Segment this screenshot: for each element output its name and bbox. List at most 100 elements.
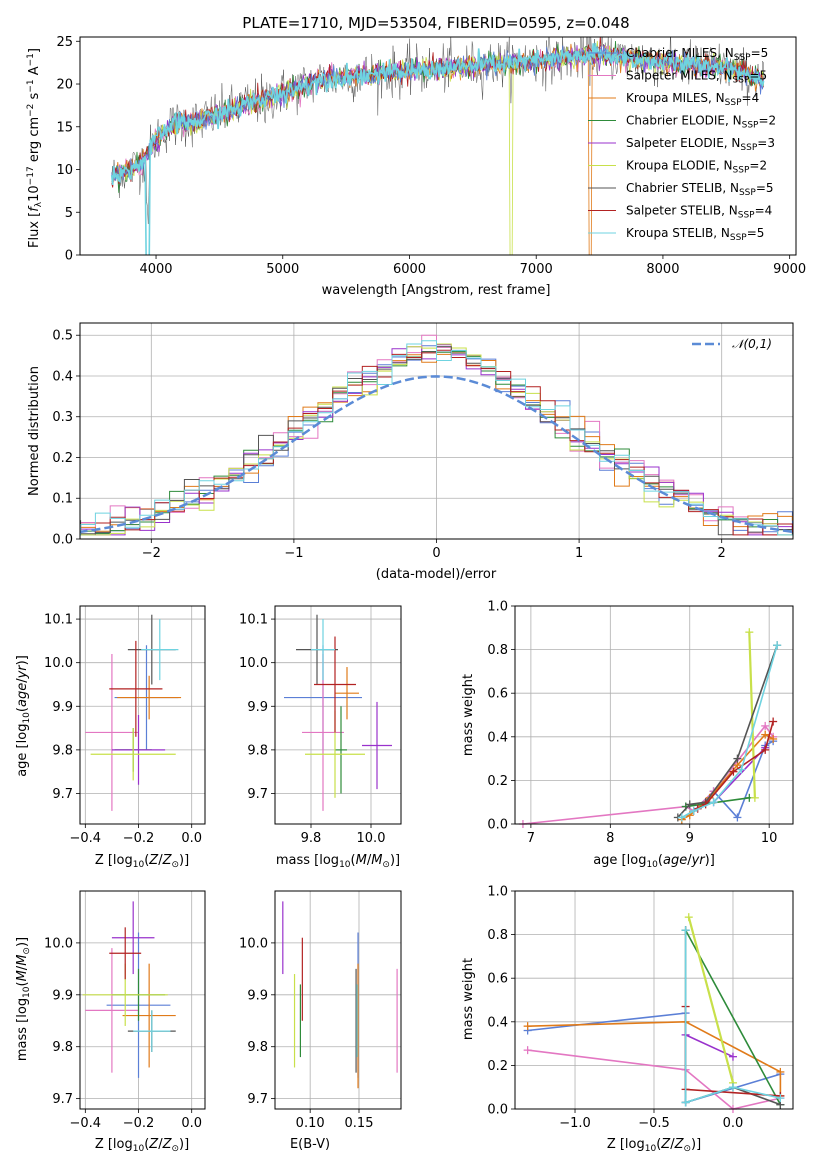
x-tick-label: 0.10 [296, 1116, 325, 1131]
x-tick-label: −0.4 [70, 831, 102, 846]
y-tick-label: 9.7 [52, 787, 73, 802]
ebv-xlabel: E(B-V) [290, 1137, 330, 1152]
x-tick-label: 1 [575, 546, 583, 561]
y-tick-label: 1.0 [487, 600, 508, 615]
mass-z-xlabel: Z [log10(Z/Z⊙)] [95, 1137, 189, 1154]
axes-frame [79, 36, 797, 256]
weight-line-1 [522, 724, 774, 825]
plot-area [110, 37, 765, 255]
weight-line-8 [684, 930, 781, 1104]
y-tick-label: 20 [56, 78, 73, 93]
x-tick-label: 0 [432, 546, 440, 561]
legend-rest: =5 [749, 69, 767, 83]
x-tick-label: 2 [718, 546, 726, 561]
legend-rest: =3 [757, 136, 775, 150]
residuals-ylabel: Normed distribution [27, 366, 42, 496]
y-tick-label: 9.9 [52, 700, 73, 715]
grid-lines [275, 606, 401, 824]
weight-line-8 [681, 644, 778, 819]
residuals-xlabel: (data-model)/error [376, 567, 497, 582]
x-tick-label: 10.0 [357, 831, 386, 846]
legend-rest: =2 [749, 159, 767, 173]
y-tick-label: 9.7 [247, 787, 268, 802]
y-tick-label: 9.8 [247, 1040, 268, 1055]
age-vs-z-panel: −0.4 −0.2 0.0 9.7 9.8 9.9 10.0 10.1 [44, 605, 206, 846]
legend-rest: =5 [756, 181, 774, 195]
axes-frame [274, 605, 402, 825]
x-tick-label: 4000 [139, 262, 172, 277]
legend-label: Salpeter STELIB, NSSP=4 [626, 204, 772, 221]
y-tick-label: 9.9 [52, 988, 73, 1003]
x-tick-label: −0.4 [70, 1116, 102, 1131]
axes-frame [79, 890, 206, 1110]
grid-lines [275, 891, 401, 1109]
x-tick-label: 9000 [773, 262, 806, 277]
y-tick-label: 0.2 [487, 1059, 508, 1074]
x-tick-label: −0.5 [638, 1116, 670, 1131]
plot-area [518, 628, 782, 828]
x-tick-label: 8000 [646, 262, 679, 277]
plot-area [523, 913, 785, 1113]
y-tick-label: 9.8 [52, 743, 73, 758]
y-tick-label: 0.1 [52, 492, 73, 507]
spectrum-ylabel-group: Flux [fλ10−17 erg cm−2 s−1 A−1] [26, 48, 44, 248]
x-tick-label: −0.2 [123, 831, 155, 846]
legend-rest: =5 [747, 226, 765, 240]
x-tick-label: 6000 [393, 262, 426, 277]
y-tick-label: 0.3 [52, 410, 73, 425]
x-tick-label: −2 [142, 546, 161, 561]
legend-sub: SSP [740, 143, 757, 153]
y-tick-label: 10.0 [44, 656, 73, 671]
mass-z-ylabel: mass [log10(M/M⊙)] [15, 937, 32, 1061]
legend-rest: =4 [755, 204, 773, 218]
y-tick-label: 9.7 [247, 1092, 268, 1107]
plot-area [80, 334, 793, 536]
plot-area [85, 614, 182, 811]
y-tick-label: 10.0 [44, 936, 73, 951]
w-z-ylabel: mass weight [461, 958, 476, 1040]
x-tick-label: 0.0 [723, 1116, 744, 1131]
grid-lines [515, 890, 793, 1110]
legend-sub: SSP [725, 98, 742, 108]
grid-lines [80, 891, 205, 1109]
y-tick-label: 10.1 [44, 613, 73, 628]
plot-area [82, 901, 176, 1078]
legend-label: Salpeter MILES, NSSP=5 [626, 69, 767, 86]
age-z-xlabel: Z [log10(Z/Z⊙)] [95, 853, 189, 870]
spectrum-lines [110, 37, 765, 255]
legend-sub: SSP [738, 211, 755, 221]
model-spectrum-8 [110, 42, 765, 255]
grid-lines [80, 606, 205, 824]
x-tick-label: 10 [761, 831, 778, 846]
weight-line-1 [527, 1049, 781, 1110]
legend-sub: SSP [733, 76, 750, 86]
x-tick-label: 9.8 [301, 831, 322, 846]
legend-sub: SSP [730, 233, 747, 243]
mass-vs-ebv-panel: 0.10 0.15 9.7 9.8 9.9 10.0 [239, 890, 402, 1131]
y-tick-label: 9.9 [247, 988, 268, 1003]
weight-line-5 [687, 916, 735, 1084]
y-tick-label: 0.8 [487, 643, 508, 658]
legend-rest: =4 [742, 91, 760, 105]
plot-area [284, 614, 392, 811]
y-tick-label: 0.4 [487, 730, 508, 745]
plot-area [282, 901, 398, 1089]
y-tick-label: 0.2 [487, 774, 508, 789]
y-tick-label: 0.0 [52, 533, 73, 548]
y-tick-label: 9.8 [247, 743, 268, 758]
y-tick-label: 15 [56, 120, 73, 135]
y-tick-label: 0 [65, 249, 73, 264]
age-z-ylabel: age [log10(age/yr)] [15, 655, 32, 777]
legend-sub: SSP [734, 53, 751, 63]
y-tick-label: 0.0 [487, 818, 508, 833]
x-tick-label: −1.0 [559, 1116, 591, 1131]
spectrum-ylabel: Flux [fλ10−17 erg cm−2 s−1 A−1] [26, 48, 44, 248]
weight-line-2 [681, 733, 774, 821]
y-tick-label: 0.4 [487, 1015, 508, 1030]
y-tick-label: 9.9 [247, 700, 268, 715]
y-tick-label: 10.0 [239, 936, 268, 951]
y-tick-label: 0.5 [52, 329, 73, 344]
x-tick-label: 8 [606, 831, 614, 846]
legend-sub: SSP [733, 166, 750, 176]
